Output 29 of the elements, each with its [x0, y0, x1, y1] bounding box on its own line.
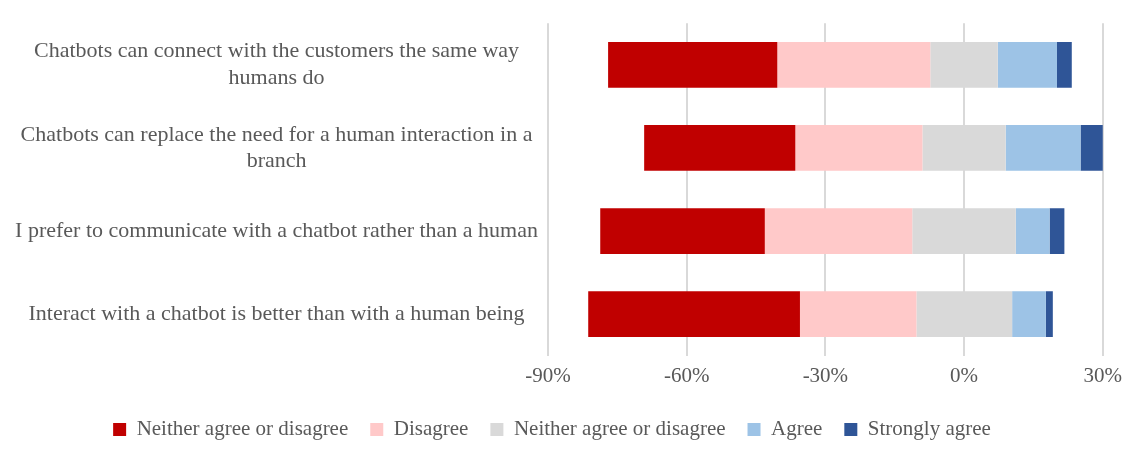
- bar: [1049, 208, 1065, 254]
- x-tick-label: -90%: [525, 362, 571, 387]
- legend-label: Strongly agree: [867, 416, 991, 441]
- x-tick-label: 0%: [950, 362, 979, 387]
- bar: [644, 125, 796, 171]
- bar: [588, 291, 800, 338]
- legend-label: Disagree: [393, 416, 469, 441]
- x-tick-label: 30%: [1083, 362, 1122, 387]
- bar: [600, 208, 765, 254]
- y-tick-label: Chatbots can replace the need for a human interaction in a branch: [20, 120, 533, 172]
- y-tick-label: Interact with a chatbot is better than with a human being: [28, 300, 525, 326]
- bar: [795, 125, 923, 171]
- bar: [764, 208, 913, 254]
- y-tick-label: Chatbots can connect with the customers the same way humans do: [34, 37, 520, 89]
- bar: [799, 291, 917, 338]
- x-tick-label: -60%: [663, 362, 710, 387]
- bar: [1056, 41, 1072, 88]
- bar: [608, 41, 778, 88]
- legend-label: Neither agree or disagree: [136, 416, 349, 441]
- bar: [1015, 208, 1050, 254]
- bar: [997, 41, 1057, 88]
- bar: [1005, 125, 1081, 171]
- y-tick-label: I prefer to communicate with a chatbot rather than a human: [15, 216, 538, 242]
- x-tick-label: -30%: [802, 362, 849, 387]
- bar: [1012, 291, 1046, 338]
- legend-label: Agree: [771, 416, 823, 441]
- bar: [1045, 291, 1053, 338]
- bar: [777, 41, 931, 88]
- legend-label: Neither agree or disagree: [513, 416, 726, 441]
